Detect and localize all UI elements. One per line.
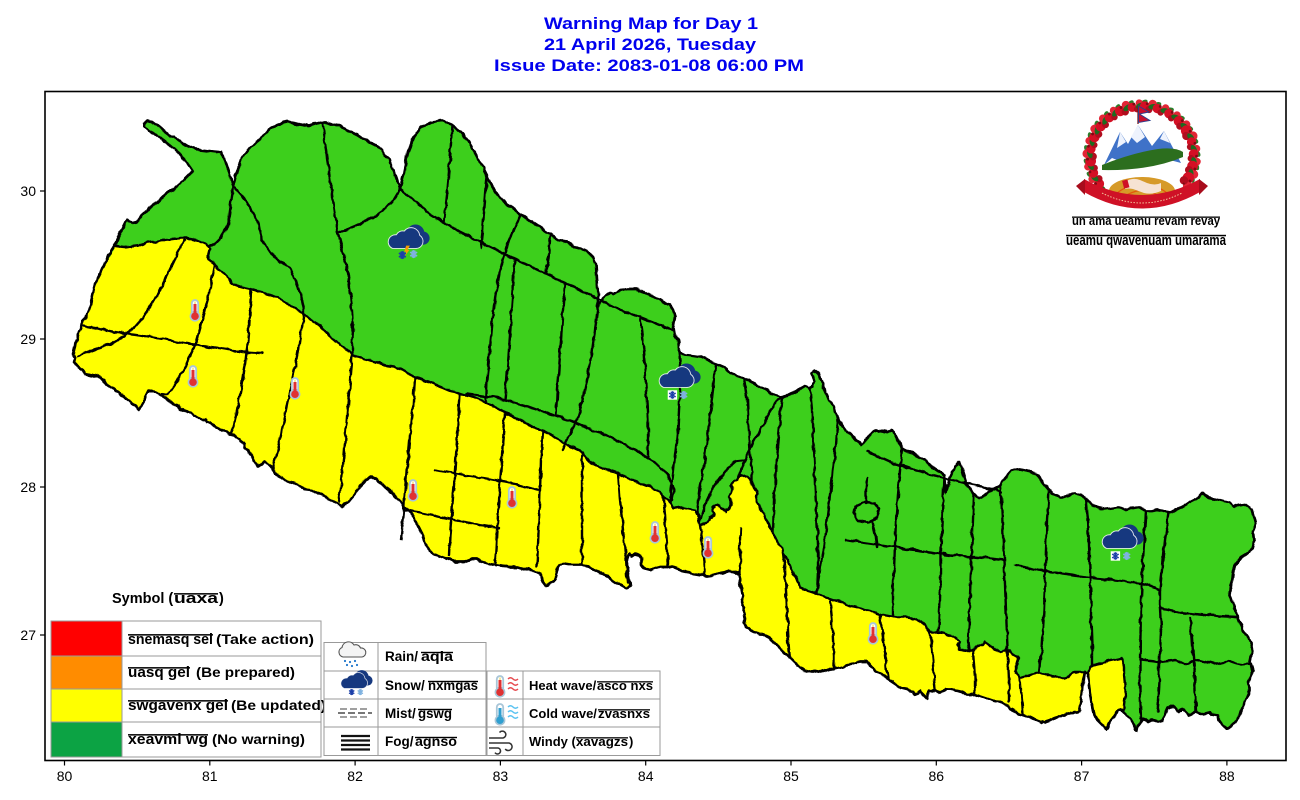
svg-text:Cold wave/: Cold wave/ — [529, 706, 597, 721]
svg-text:Issue Date: 2083-01-08 06:00 P: Issue Date: 2083-01-08 06:00 PM — [494, 56, 804, 75]
svg-text:Mist/: Mist/ — [385, 706, 416, 721]
svg-text:Rain/: Rain/ — [385, 649, 418, 664]
svg-text:Symbol (: Symbol ( — [112, 591, 173, 607]
svg-text:Heat wave/: Heat wave/ — [529, 678, 597, 693]
svg-text:(Take action): (Take action) — [216, 631, 314, 647]
svg-text:xavagzs: xavagzs — [576, 734, 628, 749]
svg-text:un ama ueamu revam revay: un ama ueamu revam revay — [1072, 214, 1220, 228]
svg-text:asco nxs: asco nxs — [597, 678, 653, 693]
svg-text:29: 29 — [20, 331, 36, 347]
svg-text:82: 82 — [347, 768, 363, 784]
svg-text:Windy (: Windy ( — [529, 734, 576, 749]
svg-text:(No warning): (No warning) — [212, 731, 305, 747]
svg-text:28: 28 — [20, 479, 36, 495]
svg-text:snemasq sel: snemasq sel — [128, 632, 213, 648]
svg-text:85: 85 — [783, 768, 799, 784]
svg-text:uaxa: uaxa — [174, 591, 219, 607]
svg-text:21 April 2026, Tuesday: 21 April 2026, Tuesday — [544, 35, 757, 54]
svg-text:81: 81 — [202, 768, 218, 784]
svg-text:ueamu qwavenuam umarama: ueamu qwavenuam umarama — [1066, 232, 1226, 249]
svg-text:gswg: gswg — [418, 706, 452, 721]
svg-text:27: 27 — [20, 627, 36, 643]
svg-text:87: 87 — [1074, 768, 1090, 784]
svg-text:uasq gel: uasq gel — [128, 665, 190, 681]
svg-text:80: 80 — [57, 768, 73, 784]
svg-text:88: 88 — [1219, 768, 1235, 784]
svg-text:83: 83 — [493, 768, 509, 784]
svg-text:84: 84 — [638, 768, 654, 784]
svg-text:zvasnxs: zvasnxs — [598, 706, 650, 721]
svg-text:86: 86 — [929, 768, 945, 784]
svg-text:Fog/: Fog/ — [385, 734, 414, 749]
svg-text:): ) — [629, 734, 633, 749]
svg-text:(Be updated): (Be updated) — [231, 697, 326, 713]
svg-text:swgavenx gel: swgavenx gel — [128, 698, 228, 714]
svg-text:aqla: aqla — [421, 649, 454, 664]
svg-text:nxmgas: nxmgas — [428, 678, 478, 693]
svg-text:xeavml wg: xeavml wg — [128, 732, 208, 748]
svg-text:30: 30 — [20, 183, 36, 199]
svg-text:Warning Map for Day 1: Warning Map for Day 1 — [544, 14, 758, 33]
svg-text:(Be prepared): (Be prepared) — [196, 664, 295, 680]
svg-text:): ) — [219, 591, 224, 607]
svg-text:Snow/: Snow/ — [385, 678, 425, 693]
svg-text:agnso: agnso — [415, 734, 457, 749]
